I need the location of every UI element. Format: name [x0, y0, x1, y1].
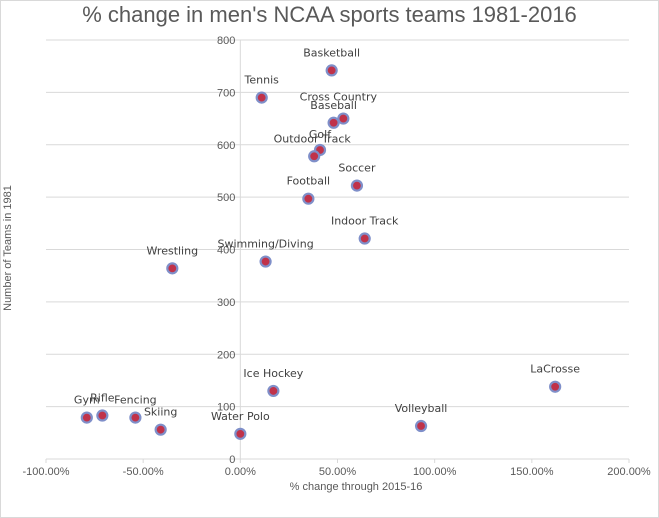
- data-point: [80, 411, 93, 424]
- point-label: Golf: [309, 128, 332, 141]
- point-label: Basketball: [303, 46, 360, 59]
- y-tick-label: 100: [217, 402, 235, 414]
- point-label: Fencing: [114, 394, 157, 407]
- x-tick-label: 0.00%: [225, 466, 256, 478]
- x-tick-label: 200.00%: [607, 466, 651, 478]
- point-label: Ice Hockey: [243, 367, 303, 380]
- point-label: Skiing: [144, 406, 177, 419]
- x-tick-label: -50.00%: [123, 466, 164, 478]
- data-point: [255, 91, 268, 104]
- x-axis-label: % change through 2015-16: [290, 481, 423, 493]
- gridlines: [45, 39, 630, 463]
- data-point: [302, 192, 315, 205]
- y-tick-label: 200: [217, 349, 235, 361]
- data-point: [166, 262, 179, 275]
- point-label: Water Polo: [211, 410, 270, 423]
- point-label: Rifle: [90, 392, 115, 405]
- data-point: [358, 232, 371, 245]
- point-label: Gym: [74, 394, 100, 407]
- x-tick-label: -100.00%: [22, 466, 69, 478]
- data-point: [325, 64, 338, 77]
- data-point: [414, 419, 428, 433]
- y-tick-label: 300: [217, 297, 235, 309]
- data-point: [337, 112, 350, 125]
- y-tick-label: 800: [217, 35, 235, 47]
- point-label: Baseball: [310, 99, 357, 112]
- point-label: Swimming/Diving: [217, 238, 313, 251]
- chart-title: % change in men's NCAA sports teams 1981…: [82, 2, 577, 27]
- point-label: Cross Country: [300, 91, 378, 104]
- data-point: [308, 150, 321, 163]
- y-tick-label: 600: [217, 140, 235, 152]
- point-label: Indoor Track: [331, 215, 399, 228]
- data-point: [350, 179, 364, 192]
- x-tick-label: 100.00%: [413, 466, 457, 478]
- point-label: Soccer: [338, 162, 376, 175]
- point-label: Football: [287, 175, 331, 188]
- data-point: [129, 411, 142, 424]
- x-tick-label: 50.00%: [319, 466, 357, 478]
- y-tick-label: 0: [229, 454, 235, 466]
- point-label: Wrestling: [147, 244, 199, 257]
- point-label: LaCrosse: [530, 363, 580, 376]
- data-point: [267, 384, 280, 398]
- y-axis-label: Number of Teams in 1981: [2, 185, 14, 311]
- tick-labels: 0 100 200 300 400 500 600 700 800 -100.00% -50.00%…: [22, 35, 650, 478]
- data-point: [549, 380, 562, 393]
- data-point: [96, 409, 109, 422]
- data-point: [259, 255, 272, 268]
- data-point: [154, 423, 167, 436]
- point-label: Outdoor Track: [274, 132, 352, 145]
- point-label: Tennis: [244, 74, 280, 87]
- y-tick-label: 500: [217, 192, 235, 204]
- data-point: [234, 427, 247, 440]
- data-point: [327, 116, 340, 129]
- y-tick-label: 700: [217, 87, 235, 99]
- x-tick-label: 150.00%: [510, 466, 554, 478]
- point-label: Volleyball: [395, 402, 448, 415]
- y-tick-label: 400: [217, 245, 235, 257]
- data-points: [80, 64, 562, 440]
